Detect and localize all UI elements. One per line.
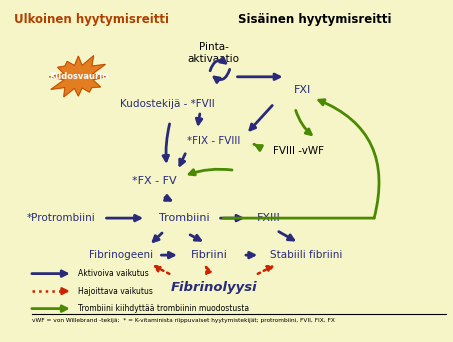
Text: Aktivoiva vaikutus: Aktivoiva vaikutus: [78, 269, 149, 278]
Text: Fibriini: Fibriini: [191, 250, 228, 260]
Text: Fibrinolyysi: Fibrinolyysi: [170, 280, 257, 293]
Text: Kudosvaurio: Kudosvaurio: [49, 72, 108, 81]
Text: vWF = von Willebrand -tekijä;  * = K-vitaminista riippuvaiset hyytymistekijät; p: vWF = von Willebrand -tekijä; * = K-vita…: [32, 318, 335, 324]
Text: Trombiini: Trombiini: [159, 213, 209, 223]
Text: *Protrombiini: *Protrombiini: [27, 213, 96, 223]
Text: *FIX - FVIII: *FIX - FVIII: [187, 136, 240, 146]
Text: Kudostekijä - *FVII: Kudostekijä - *FVII: [120, 99, 214, 109]
Text: Sisäinen hyytymisreitti: Sisäinen hyytymisreitti: [238, 13, 392, 26]
Text: Stabiili fibriini: Stabiili fibriini: [270, 250, 343, 260]
Text: Pinta-
aktivaatio: Pinta- aktivaatio: [188, 42, 240, 64]
Text: FXIII: FXIII: [257, 213, 280, 223]
Text: Trombiini kiihdyttää trombiinin muodostusta: Trombiini kiihdyttää trombiinin muodostu…: [78, 304, 250, 313]
Text: Fibrinogeeni: Fibrinogeeni: [88, 250, 153, 260]
Text: FVIII -vWF: FVIII -vWF: [273, 146, 323, 156]
Text: Ulkoinen hyytymisreitti: Ulkoinen hyytymisreitti: [14, 13, 169, 26]
Text: FXI: FXI: [294, 85, 311, 95]
Text: *FX - FV: *FX - FV: [132, 176, 177, 186]
Polygon shape: [49, 56, 106, 97]
Text: Hajoittava vaikutus: Hajoittava vaikutus: [78, 287, 153, 295]
